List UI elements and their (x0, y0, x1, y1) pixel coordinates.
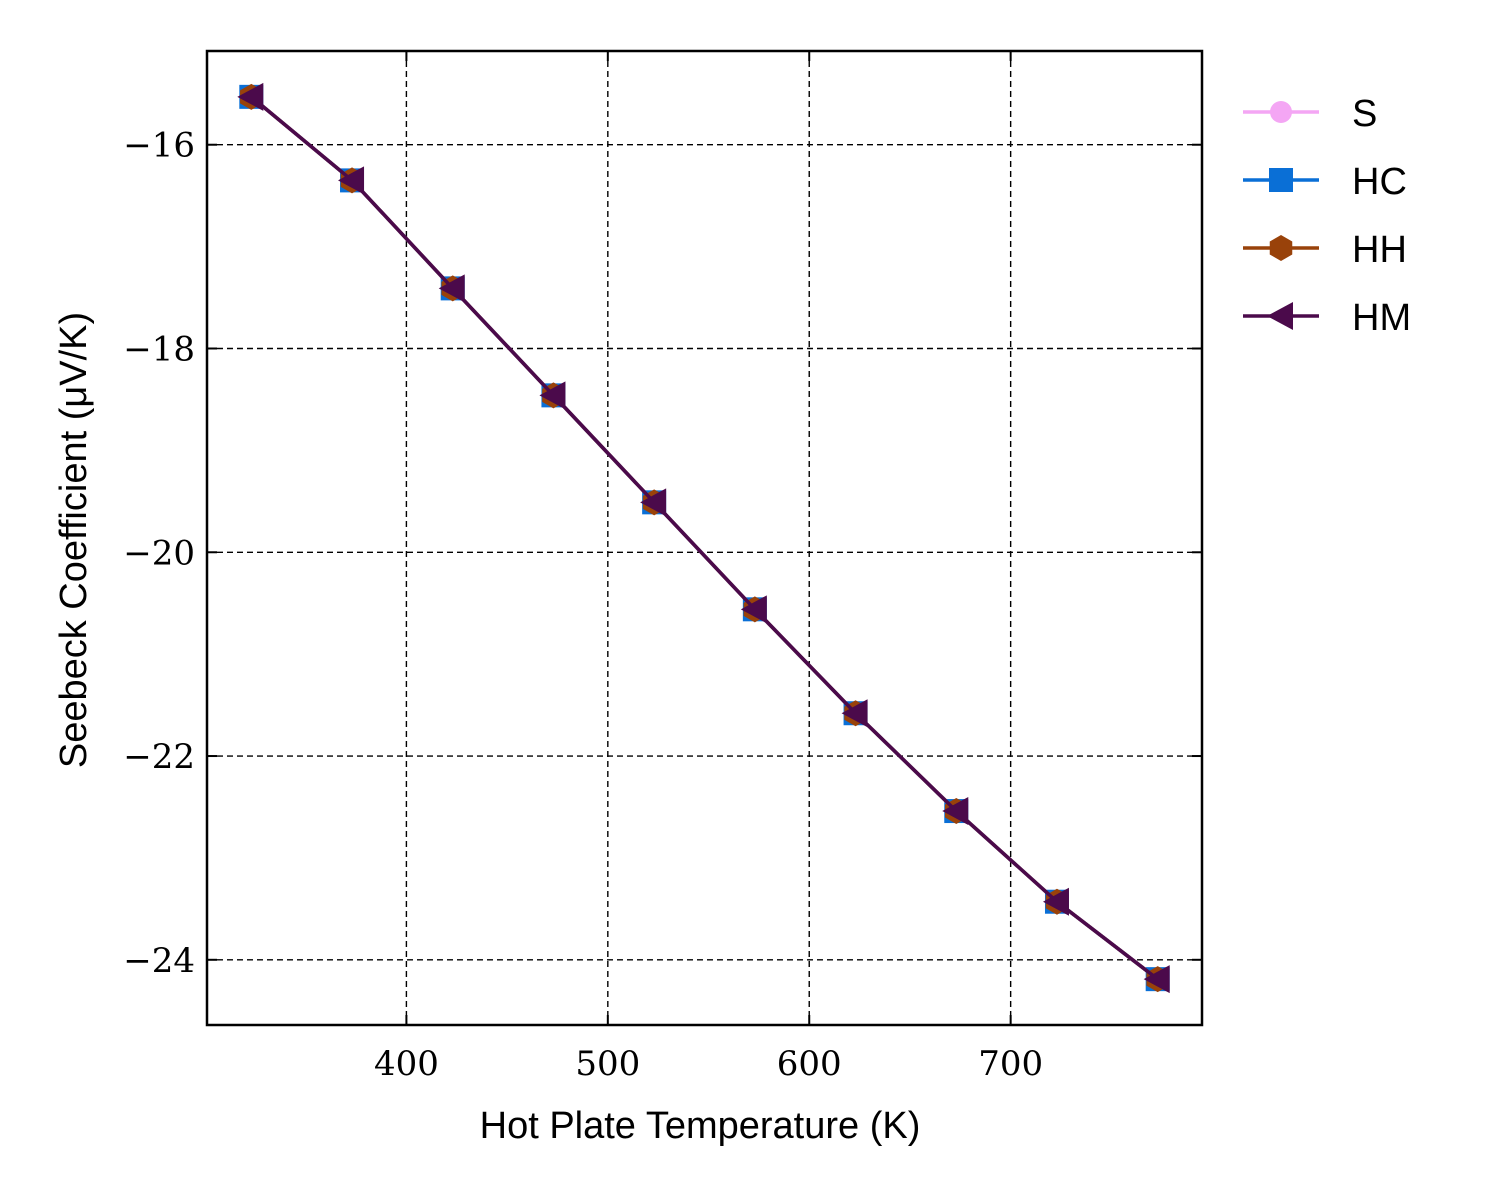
x-tick-label: 500 (575, 1044, 640, 1084)
x-tick-label: 400 (374, 1044, 439, 1084)
x-tick-label: 600 (777, 1044, 842, 1084)
series-line-hh (250, 95, 1159, 981)
data-point-hm (1042, 887, 1069, 916)
legend-item-hh: HH (1243, 229, 1407, 271)
series-layer (237, 82, 1170, 994)
legend-item-hc: HC (1243, 161, 1407, 203)
y-tick-label: −22 (123, 737, 195, 777)
legend-marker (1270, 101, 1292, 123)
x-axis-label: Hot Plate Temperature (K) (480, 1105, 921, 1147)
y-tick-label: −20 (123, 533, 195, 573)
data-point-hm (942, 797, 969, 826)
y-tick-label: −24 (123, 941, 195, 981)
y-tick-label: −16 (123, 126, 195, 166)
series-hh (240, 83, 1169, 993)
legend-marker (1269, 235, 1293, 261)
series-line-hc (250, 95, 1159, 981)
data-point-hm (640, 488, 667, 517)
series-hm (237, 82, 1170, 994)
grid-lines (207, 51, 1202, 1025)
legend-label: S (1352, 93, 1377, 135)
legend-marker (1269, 168, 1293, 192)
x-tick-label: 700 (978, 1044, 1043, 1084)
series-line-s (250, 95, 1159, 981)
legend-label: HH (1352, 229, 1407, 271)
legend-item-hm: HM (1243, 297, 1411, 339)
legend-label: HM (1352, 297, 1411, 339)
y-tick-label: −18 (123, 329, 195, 369)
data-point-hm (1143, 965, 1170, 994)
legend: S HC HH HM (1243, 93, 1411, 339)
legend-item-s: S (1243, 93, 1377, 135)
series-line-hm (250, 95, 1159, 981)
plot-frame (205, 49, 1204, 1027)
data-point-hm (237, 82, 264, 111)
data-point-hm (438, 274, 465, 303)
legend-label: HC (1352, 161, 1407, 203)
data-point-hm (740, 595, 767, 624)
ticks: 400 500 600 700 −24 −22 −20 −18 −16 (123, 51, 1202, 1084)
legend-marker (1267, 302, 1293, 330)
data-point-hm (841, 699, 868, 728)
series-s (240, 85, 1169, 991)
y-axis-label: Seebeck Coefficient (μV/K) (53, 312, 95, 768)
series-hc (239, 84, 1170, 992)
data-point-hm (338, 166, 365, 195)
data-point-hm (539, 381, 566, 410)
